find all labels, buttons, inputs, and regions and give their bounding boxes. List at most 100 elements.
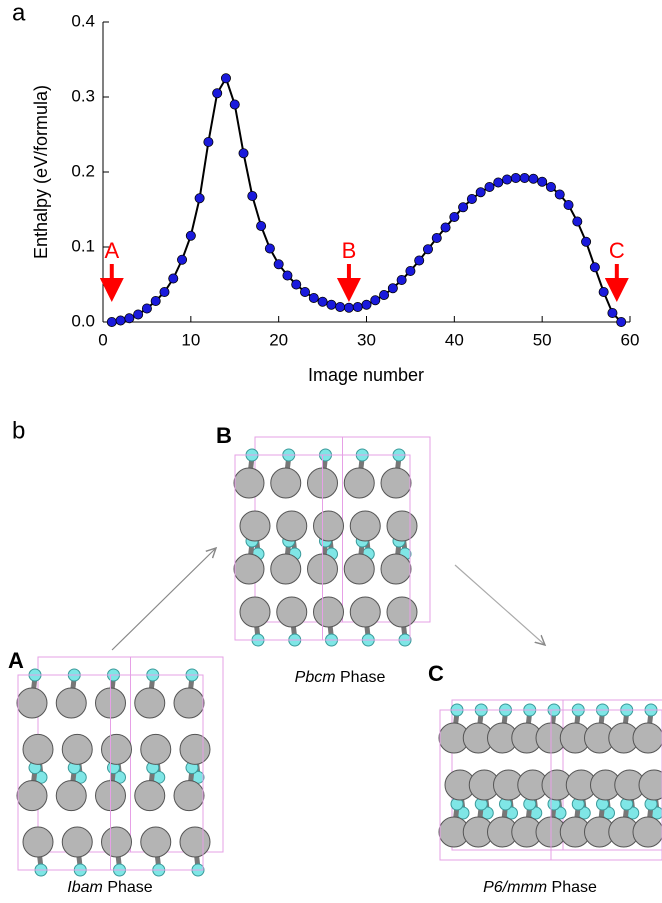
metal-atom: [180, 734, 210, 764]
data-point: [432, 233, 441, 242]
data-point: [555, 190, 564, 199]
data-point: [344, 303, 353, 312]
data-point: [520, 173, 529, 182]
data-point: [336, 302, 345, 311]
panel-label: b: [12, 417, 25, 444]
data-point: [617, 317, 626, 326]
metal-atom: [344, 554, 374, 584]
metal-atom: [633, 723, 662, 753]
metal-atom: [277, 511, 307, 541]
metal-atom: [23, 734, 53, 764]
data-point: [485, 182, 494, 191]
data-point: [581, 237, 590, 246]
metal-atom: [23, 827, 53, 857]
crystal-structure: [234, 437, 430, 646]
metal-atom: [180, 827, 210, 857]
metal-atom: [314, 511, 344, 541]
data-point: [204, 137, 213, 146]
phase-label: Ibam Phase: [67, 879, 152, 896]
metal-atom: [174, 781, 204, 811]
y-tick-label: 0.3: [71, 86, 95, 105]
metal-atom: [56, 688, 86, 718]
data-point: [257, 221, 266, 230]
data-point: [362, 300, 371, 309]
structure-label: C: [428, 661, 444, 686]
y-tick-label: 0.2: [71, 161, 95, 180]
metal-atom: [240, 597, 270, 627]
data-point: [230, 100, 239, 109]
phase-name: P6/mmm: [483, 879, 547, 896]
data-point: [546, 182, 555, 191]
metal-atom: [56, 781, 86, 811]
data-point: [467, 194, 476, 203]
data-point: [125, 314, 134, 323]
data-point: [371, 296, 380, 305]
x-tick-label: 0: [98, 330, 107, 349]
data-point: [573, 217, 582, 226]
y-tick-label: 0.4: [71, 11, 95, 30]
metal-atom: [234, 554, 264, 584]
metal-atom: [135, 781, 165, 811]
x-axis-label: Image number: [308, 365, 424, 385]
annotation-label: B: [342, 238, 357, 263]
data-point: [459, 203, 468, 212]
crystal-structure: [439, 700, 662, 860]
metal-atom: [344, 468, 374, 498]
data-point: [248, 191, 257, 200]
data-point: [379, 290, 388, 299]
metal-atom: [141, 734, 171, 764]
data-point: [177, 255, 186, 264]
phase-name: Pbcm: [295, 669, 336, 686]
data-point: [300, 287, 309, 296]
x-tick-label: 20: [269, 330, 288, 349]
metal-atom: [141, 827, 171, 857]
data-point: [538, 177, 547, 186]
crystal-structure: [17, 657, 223, 876]
metal-atom: [271, 468, 301, 498]
data-point: [265, 244, 274, 253]
phase-suffix: Phase: [103, 879, 153, 896]
transition-arrow: [112, 548, 216, 650]
y-tick-label: 0.1: [71, 236, 95, 255]
x-tick-label: 40: [445, 330, 464, 349]
metal-atom: [102, 827, 132, 857]
data-point: [195, 194, 204, 203]
metal-atom: [135, 688, 165, 718]
metal-atom: [350, 597, 380, 627]
annotation-label: C: [609, 238, 625, 263]
phase-label: P6/mmm Phase: [483, 879, 597, 896]
data-point: [160, 287, 169, 296]
transition-arrow: [455, 565, 545, 645]
data-point: [327, 300, 336, 309]
data-point: [415, 256, 424, 265]
x-tick-label: 60: [621, 330, 640, 349]
data-point: [142, 304, 151, 313]
data-point: [441, 223, 450, 232]
metal-atom: [633, 817, 662, 847]
data-point: [134, 310, 143, 319]
data-point: [502, 175, 511, 184]
structure-label: B: [216, 423, 232, 448]
data-point: [239, 149, 248, 158]
data-point: [423, 245, 432, 254]
figure: a Image number Enthalpy (eV/formula) b 0…: [0, 0, 662, 903]
data-point: [107, 317, 116, 326]
data-point: [213, 89, 222, 98]
metal-atom: [62, 827, 92, 857]
metal-atom: [240, 511, 270, 541]
data-point: [292, 280, 301, 289]
metal-atom: [387, 511, 417, 541]
data-point: [450, 212, 459, 221]
y-axis-label: Enthalpy (eV/formula): [31, 85, 51, 259]
phase-name: Ibam: [67, 879, 103, 896]
data-point: [169, 274, 178, 283]
x-tick-label: 30: [357, 330, 376, 349]
data-point: [406, 266, 415, 275]
metal-atom: [277, 597, 307, 627]
y-tick-label: 0.0: [71, 311, 95, 330]
annotation-label: A: [104, 238, 119, 263]
metal-atom: [271, 554, 301, 584]
x-tick-label: 10: [181, 330, 200, 349]
data-point: [397, 275, 406, 284]
data-point: [318, 297, 327, 306]
